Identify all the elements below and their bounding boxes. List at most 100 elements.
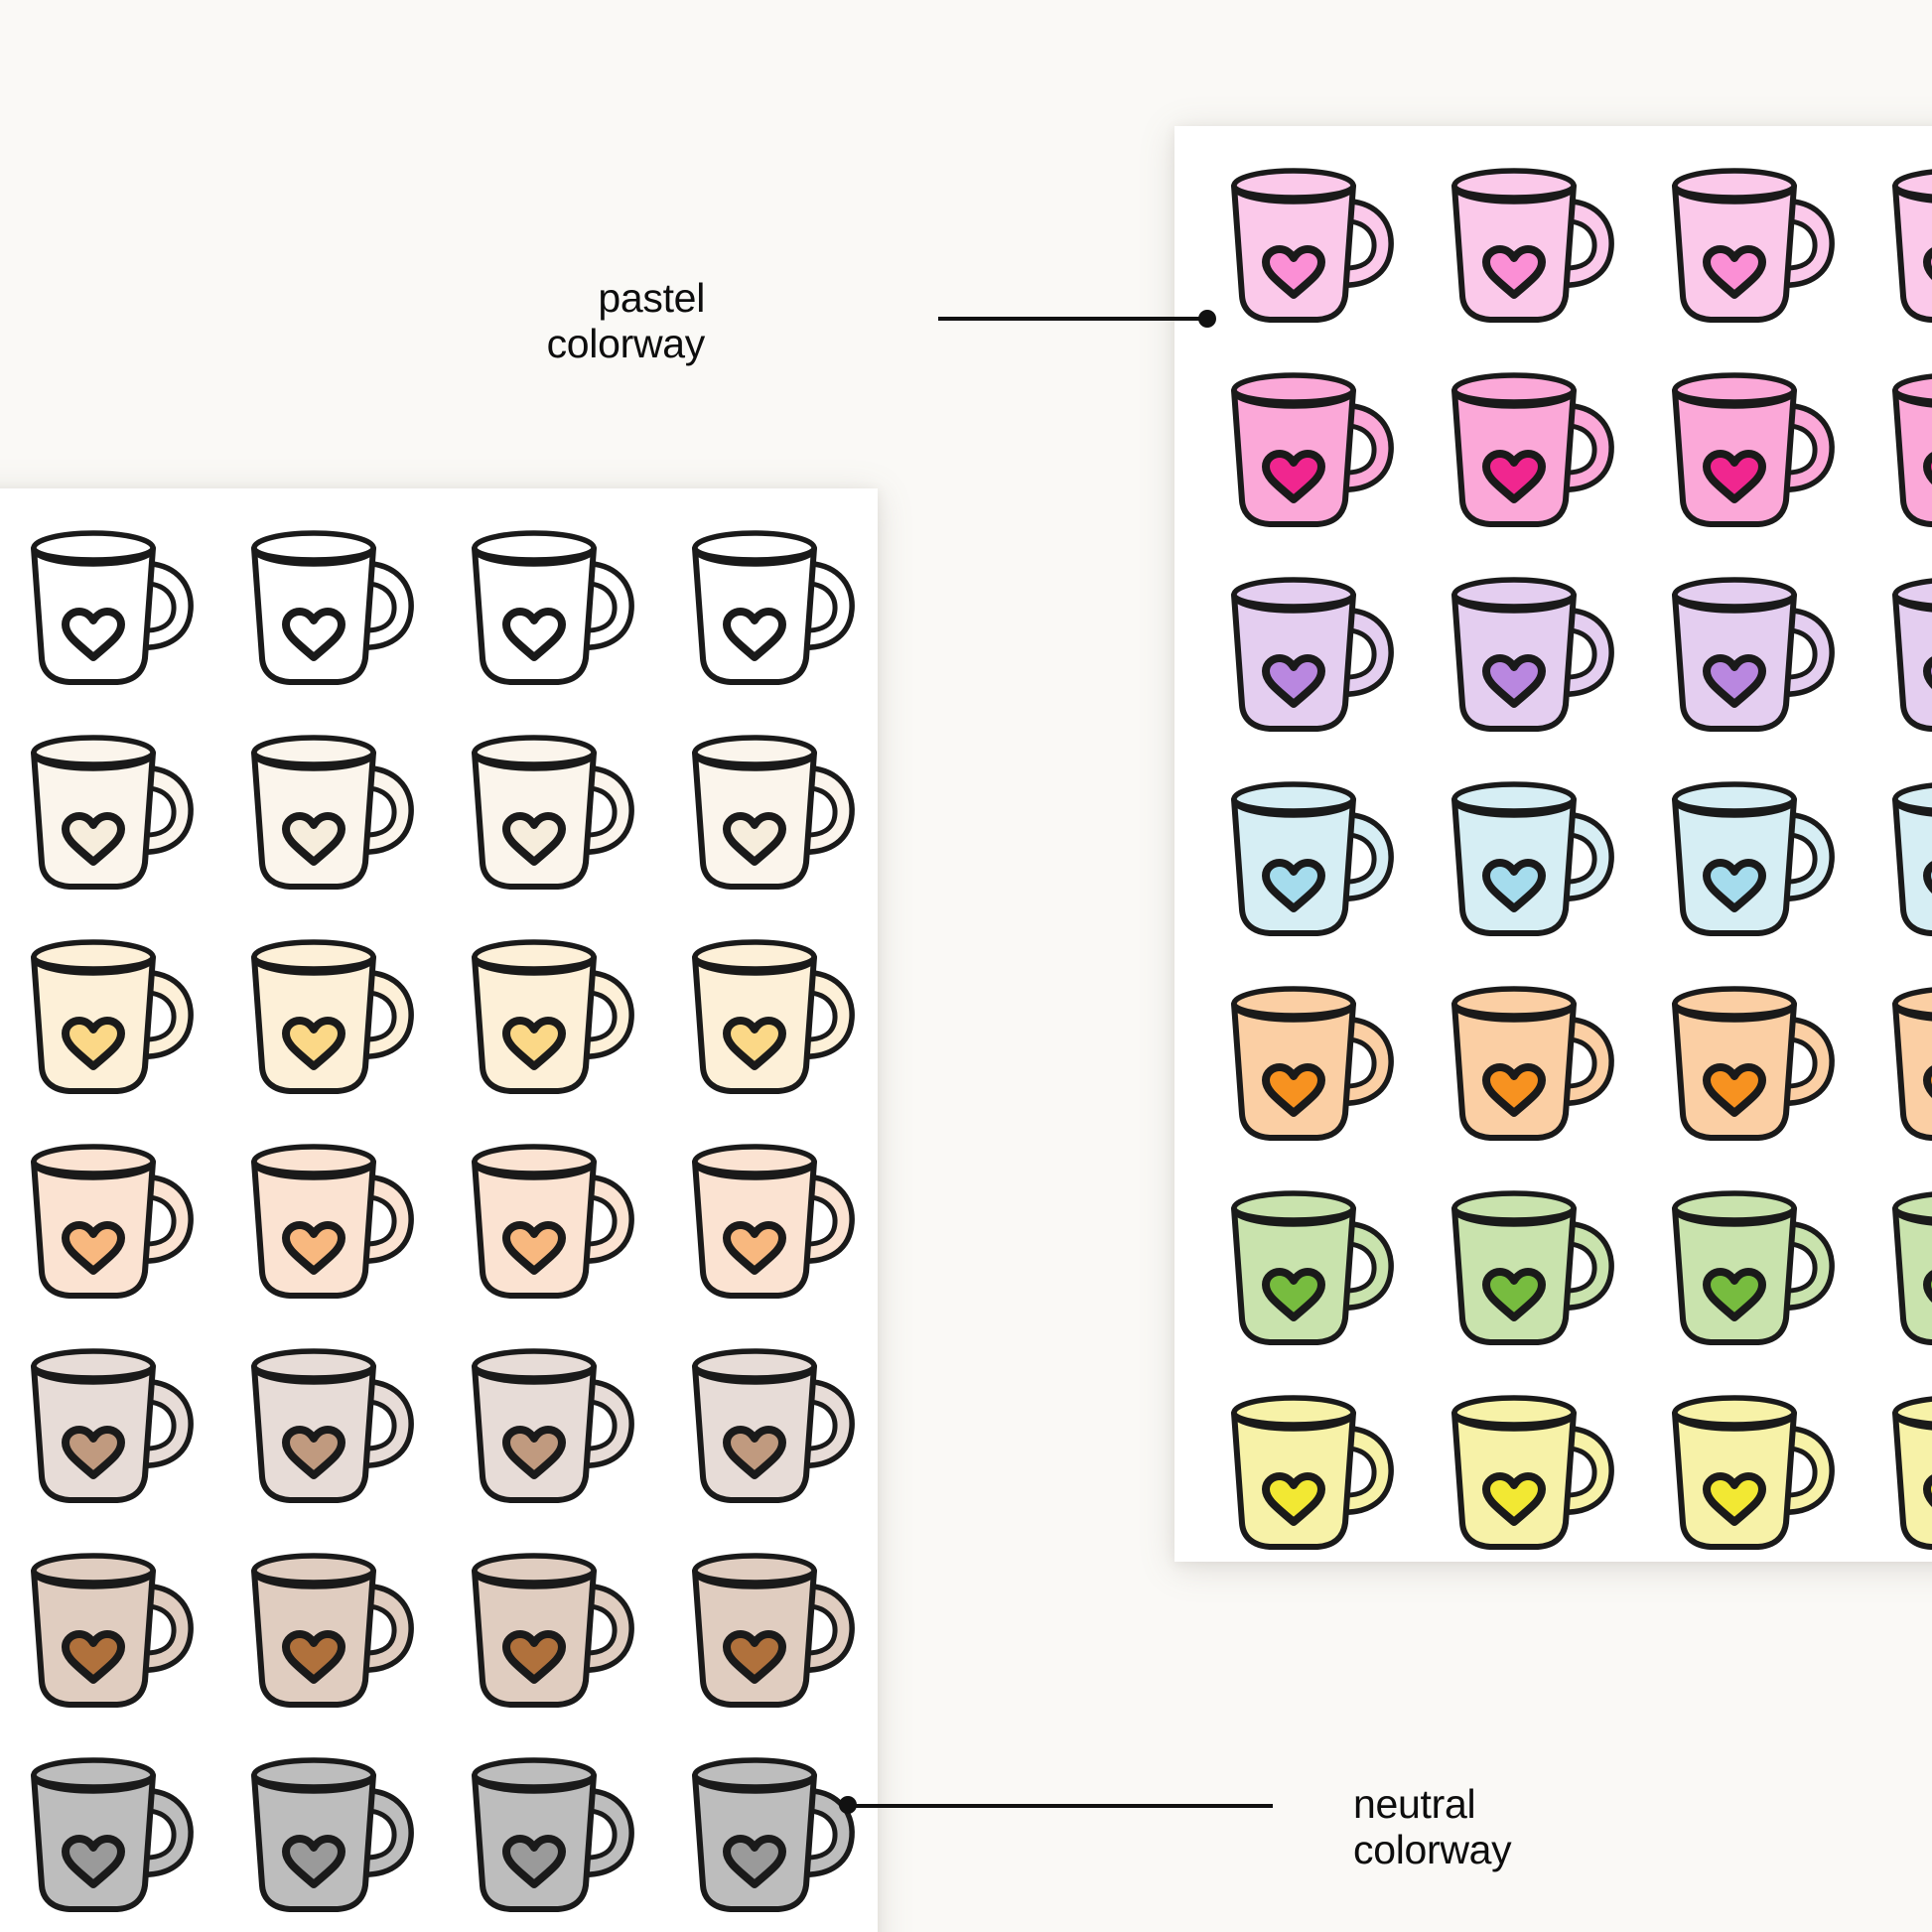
- heart-mug-icon: [238, 1549, 417, 1718]
- mug-sticker-hot-pink[interactable]: [1659, 368, 1838, 537]
- pastel-colorway-sheet[interactable]: [1174, 126, 1932, 1562]
- mug-sticker-yellow[interactable]: [1879, 1391, 1932, 1560]
- mug-sticker-vanilla[interactable]: [238, 935, 417, 1104]
- heart-mug-icon: [18, 1753, 197, 1922]
- heart-mug-icon: [459, 1344, 637, 1513]
- mug-sticker-blush[interactable]: [679, 1140, 858, 1309]
- mug-sticker-mauve-grey[interactable]: [459, 1344, 637, 1513]
- mug-sticker-vanilla[interactable]: [679, 935, 858, 1104]
- heart-mug-icon: [238, 1753, 417, 1922]
- mug-sticker-tan[interactable]: [238, 1549, 417, 1718]
- mug-sticker-blush[interactable]: [459, 1140, 637, 1309]
- mug-sticker-blush[interactable]: [238, 1140, 417, 1309]
- mug-sticker-light-pink[interactable]: [1439, 164, 1617, 333]
- mug-sticker-vanilla[interactable]: [18, 935, 197, 1104]
- heart-mug-icon: [1439, 368, 1617, 537]
- heart-mug-icon: [238, 1344, 417, 1513]
- heart-mug-icon: [1879, 573, 1932, 742]
- heart-mug-icon: [1879, 1186, 1932, 1355]
- mug-sticker-cream[interactable]: [238, 731, 417, 899]
- mug-sticker-tan[interactable]: [459, 1549, 637, 1718]
- mug-sticker-hot-pink[interactable]: [1439, 368, 1617, 537]
- heart-mug-icon: [1218, 777, 1397, 946]
- heart-mug-icon: [238, 731, 417, 899]
- mug-sticker-cream[interactable]: [459, 731, 637, 899]
- heart-mug-icon: [459, 1753, 637, 1922]
- neutral-annotation-label: neutral colorway: [1353, 1781, 1512, 1872]
- mug-sticker-cream[interactable]: [18, 731, 197, 899]
- mug-sticker-green[interactable]: [1439, 1186, 1617, 1355]
- heart-mug-icon: [679, 1753, 858, 1922]
- heart-mug-icon: [679, 935, 858, 1104]
- mug-sticker-tan[interactable]: [679, 1549, 858, 1718]
- mug-sticker-white[interactable]: [238, 526, 417, 695]
- heart-mug-icon: [18, 731, 197, 899]
- heart-mug-icon: [459, 935, 637, 1104]
- heart-mug-icon: [238, 526, 417, 695]
- mug-sticker-white[interactable]: [679, 526, 858, 695]
- mug-sticker-cream[interactable]: [679, 731, 858, 899]
- pastel-annotation-label: pastel colorway: [546, 275, 706, 366]
- mug-sticker-green[interactable]: [1218, 1186, 1397, 1355]
- mug-sticker-light-pink[interactable]: [1218, 164, 1397, 333]
- heart-mug-icon: [459, 1549, 637, 1718]
- mug-sticker-peach-orange[interactable]: [1659, 982, 1838, 1151]
- heart-mug-icon: [1439, 982, 1617, 1151]
- heart-mug-icon: [238, 1140, 417, 1309]
- mug-sticker-peach-orange[interactable]: [1218, 982, 1397, 1151]
- mug-sticker-grey[interactable]: [18, 1753, 197, 1922]
- pastel-annotation-dot: [1198, 310, 1216, 328]
- mug-sticker-lavender[interactable]: [1879, 573, 1932, 742]
- mug-sticker-mauve-grey[interactable]: [18, 1344, 197, 1513]
- heart-mug-icon: [18, 935, 197, 1104]
- mug-sticker-light-blue[interactable]: [1439, 777, 1617, 946]
- mug-sticker-grey[interactable]: [679, 1753, 858, 1922]
- mug-sticker-light-pink[interactable]: [1659, 164, 1838, 333]
- mug-sticker-white[interactable]: [459, 526, 637, 695]
- heart-mug-icon: [459, 526, 637, 695]
- mug-sticker-light-blue[interactable]: [1659, 777, 1838, 946]
- mug-sticker-tan[interactable]: [18, 1549, 197, 1718]
- heart-mug-icon: [1439, 777, 1617, 946]
- mug-sticker-vanilla[interactable]: [459, 935, 637, 1104]
- mug-sticker-yellow[interactable]: [1659, 1391, 1838, 1560]
- mug-sticker-peach-orange[interactable]: [1439, 982, 1617, 1151]
- heart-mug-icon: [1659, 368, 1838, 537]
- pastel-annotation-leader-line: [938, 317, 1208, 321]
- mug-sticker-peach-orange[interactable]: [1879, 982, 1932, 1151]
- heart-mug-icon: [459, 731, 637, 899]
- heart-mug-icon: [1879, 164, 1932, 333]
- heart-mug-icon: [1218, 368, 1397, 537]
- mug-sticker-green[interactable]: [1659, 1186, 1838, 1355]
- mug-sticker-hot-pink[interactable]: [1218, 368, 1397, 537]
- mug-sticker-grey[interactable]: [459, 1753, 637, 1922]
- heart-mug-icon: [1218, 164, 1397, 333]
- heart-mug-icon: [1879, 982, 1932, 1151]
- heart-mug-icon: [1218, 573, 1397, 742]
- mug-sticker-mauve-grey[interactable]: [238, 1344, 417, 1513]
- mug-sticker-yellow[interactable]: [1439, 1391, 1617, 1560]
- mug-sticker-grey[interactable]: [238, 1753, 417, 1922]
- mug-sticker-hot-pink[interactable]: [1879, 368, 1932, 537]
- heart-mug-icon: [1218, 982, 1397, 1151]
- mug-sticker-lavender[interactable]: [1439, 573, 1617, 742]
- mug-sticker-lavender[interactable]: [1659, 573, 1838, 742]
- heart-mug-icon: [18, 1344, 197, 1513]
- mug-sticker-blush[interactable]: [18, 1140, 197, 1309]
- mug-sticker-white[interactable]: [18, 526, 197, 695]
- heart-mug-icon: [679, 731, 858, 899]
- mug-sticker-yellow[interactable]: [1218, 1391, 1397, 1560]
- mug-sticker-lavender[interactable]: [1218, 573, 1397, 742]
- mug-sticker-green[interactable]: [1879, 1186, 1932, 1355]
- neutral-colorway-sheet[interactable]: [0, 488, 878, 1932]
- mug-sticker-light-blue[interactable]: [1879, 777, 1932, 946]
- heart-mug-icon: [18, 1549, 197, 1718]
- heart-mug-icon: [1659, 777, 1838, 946]
- heart-mug-icon: [1659, 573, 1838, 742]
- heart-mug-icon: [1439, 164, 1617, 333]
- heart-mug-icon: [1439, 573, 1617, 742]
- mug-sticker-mauve-grey[interactable]: [679, 1344, 858, 1513]
- heart-mug-icon: [679, 526, 858, 695]
- mug-sticker-light-blue[interactable]: [1218, 777, 1397, 946]
- mug-sticker-light-pink[interactable]: [1879, 164, 1932, 333]
